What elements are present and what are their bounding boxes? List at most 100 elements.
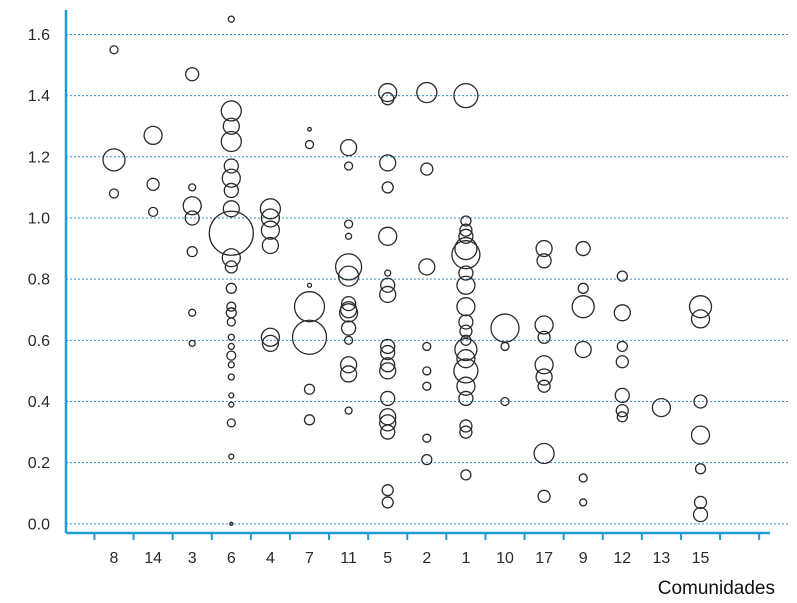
bubble-point xyxy=(334,253,363,281)
bubble-point xyxy=(537,330,551,344)
bubble-point xyxy=(109,45,119,55)
bubble-point xyxy=(456,275,476,295)
bubble-point xyxy=(380,424,396,440)
bubble-point xyxy=(143,125,163,146)
bubble-point xyxy=(615,404,629,418)
bubble-point xyxy=(303,383,316,395)
bubble-point xyxy=(616,340,628,353)
grid-lines xyxy=(66,33,790,525)
bubble-point xyxy=(227,15,235,23)
bubble-point xyxy=(422,381,432,391)
y-tick-label: 0.0 xyxy=(28,516,50,533)
y-tick-label: 1.6 xyxy=(28,27,50,44)
bubble-point xyxy=(102,148,126,172)
bubble-point xyxy=(458,314,474,330)
bubble-point xyxy=(293,291,326,323)
x-tick-label: 1 xyxy=(461,550,470,567)
bubble-point xyxy=(220,100,242,122)
y-tick-label: 1.2 xyxy=(28,149,50,166)
bubble-point xyxy=(228,392,235,399)
bubble-point xyxy=(186,245,198,258)
bubble-point xyxy=(416,81,438,104)
bubble-point xyxy=(615,355,629,369)
bubble-point xyxy=(571,295,595,319)
bubble-point xyxy=(381,181,394,194)
bubble-point xyxy=(261,334,280,353)
bubble-point xyxy=(459,425,473,439)
bubble-point xyxy=(228,401,235,408)
bubble-point xyxy=(500,341,510,352)
x-tick-label: 9 xyxy=(579,550,588,567)
bubble-point xyxy=(454,236,478,261)
bubble-point xyxy=(108,188,120,199)
x-tick-label: 11 xyxy=(340,550,357,567)
bubble-point xyxy=(459,324,473,338)
bubble-point xyxy=(304,139,315,150)
bubble-point xyxy=(613,304,631,322)
bubble-point xyxy=(418,258,436,276)
bubble-point xyxy=(381,496,394,509)
bubble-point xyxy=(339,138,358,157)
y-tick-label: 1.4 xyxy=(28,88,50,105)
x-tick-label: 6 xyxy=(227,550,236,567)
bubble-point xyxy=(379,285,397,304)
bubble-point xyxy=(226,418,236,428)
bubble-point xyxy=(381,484,394,497)
bubble-point xyxy=(458,228,474,244)
bubble-point xyxy=(188,308,197,317)
x-axis-ticks xyxy=(93,533,761,540)
bubble-point xyxy=(380,277,396,293)
bubble-point xyxy=(379,362,397,380)
x-tick-label: 7 xyxy=(305,550,314,567)
bubble-point xyxy=(182,196,202,216)
bubble-point xyxy=(291,319,328,355)
bubble-point xyxy=(227,333,235,341)
bubble-point xyxy=(533,442,555,465)
bubble-point xyxy=(378,226,398,246)
x-tick-label: 3 xyxy=(188,550,197,567)
bubble-point xyxy=(303,414,316,426)
bubble-point xyxy=(221,168,241,188)
bubble-point xyxy=(340,320,357,336)
bubble-point xyxy=(456,349,476,369)
bubble-point xyxy=(222,200,240,218)
bubble-point xyxy=(338,303,359,323)
bubble-point xyxy=(225,282,237,294)
x-tick-label: 14 xyxy=(144,550,162,567)
x-tick-label: 4 xyxy=(266,550,275,567)
bubble-point xyxy=(208,210,254,256)
bubble-point xyxy=(458,390,474,407)
bubble-point xyxy=(384,269,392,277)
bubble-point xyxy=(460,215,472,227)
bubble-point xyxy=(616,411,628,423)
bubble-point xyxy=(380,390,396,407)
bubble-point xyxy=(307,126,312,132)
bubble-point xyxy=(578,473,588,483)
bubble-point xyxy=(227,361,235,369)
bubble-point xyxy=(574,340,592,359)
bubble-point xyxy=(343,219,354,229)
bubble-point xyxy=(534,315,554,335)
x-tick-label: 2 xyxy=(422,550,431,567)
y-tick-label: 0.6 xyxy=(28,333,50,350)
bubble-point xyxy=(651,397,672,418)
bubble-point xyxy=(225,307,237,319)
bubble-point xyxy=(343,335,354,345)
x-tick-label: 10 xyxy=(496,550,514,567)
bubble-point xyxy=(306,282,313,288)
bubble-point xyxy=(188,339,196,348)
bubble-point xyxy=(261,236,280,255)
bubble-point xyxy=(229,521,234,526)
bubble-point xyxy=(453,82,479,109)
bubble-point xyxy=(220,130,242,153)
bubble-point xyxy=(537,379,551,393)
bubble-point xyxy=(420,162,434,176)
bubble-point xyxy=(260,208,281,228)
bubble-point xyxy=(224,260,238,274)
bubble-point xyxy=(537,489,551,503)
bubble-point xyxy=(422,366,432,376)
bubble-point xyxy=(693,394,708,409)
bubble-point xyxy=(693,495,708,510)
bubble-point xyxy=(146,177,160,191)
bubble-point xyxy=(337,265,360,287)
